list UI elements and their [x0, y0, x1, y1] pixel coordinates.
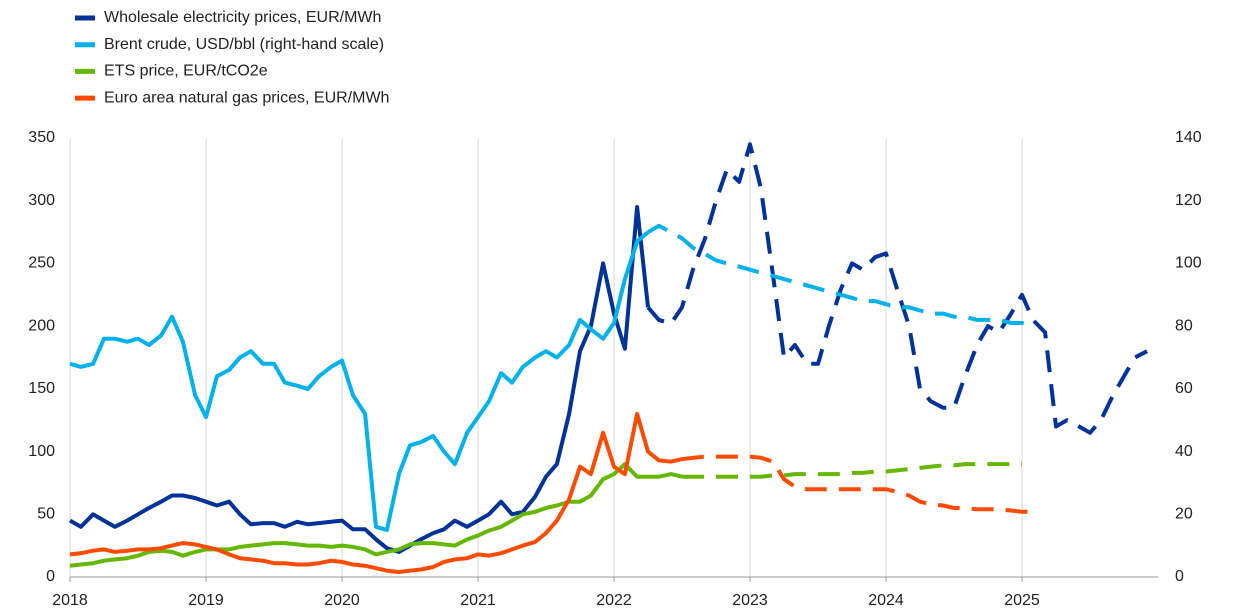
series-line [69, 411, 683, 574]
legend-label: Wholesale electricity prices, EUR/MWh [104, 9, 381, 26]
legend-label: Brent crude, USD/bbl (right-hand scale) [104, 36, 384, 53]
series-line-dashed [646, 142, 1149, 435]
x-tick-label: 2021 [460, 592, 496, 609]
y-tick-label: 200 [28, 317, 55, 334]
series-line [69, 205, 650, 554]
y2-tick-label: 100 [1175, 255, 1202, 272]
x-tick-label: 2025 [1004, 592, 1040, 609]
x-tick-label: 2024 [868, 592, 904, 609]
y-tick-label: 50 [37, 506, 55, 523]
x-tick-label: 2020 [324, 592, 360, 609]
y2-tick-label: 40 [1175, 443, 1193, 460]
y-tick-label: 300 [28, 192, 55, 209]
y2-tick-label: 120 [1175, 192, 1202, 209]
y2-tick-label: 0 [1175, 568, 1184, 585]
y-tick-label: 250 [28, 255, 55, 272]
y-tick-label: 0 [46, 568, 55, 585]
y-tick-label: 150 [28, 380, 55, 397]
x-tick-label: 2023 [732, 592, 768, 609]
x-tick-label: 2019 [188, 592, 224, 609]
y2-tick-label: 140 [1175, 129, 1202, 146]
legend-label: Euro area natural gas prices, EUR/MWh [104, 89, 389, 106]
x-tick-label: 2018 [52, 592, 88, 609]
y2-tick-label: 60 [1175, 380, 1193, 397]
series-line-dashed [646, 223, 1034, 329]
y-tick-label: 350 [28, 129, 55, 146]
y-tick-label: 100 [28, 443, 55, 460]
y2-tick-label: 80 [1175, 317, 1193, 334]
series-line [69, 230, 650, 532]
y2-tick-label: 20 [1175, 506, 1193, 523]
x-tick-label: 2022 [596, 592, 632, 609]
series-line-dashed [681, 454, 1033, 514]
legend-label: ETS price, EUR/tCO2e [104, 63, 268, 80]
series-line-dashed [682, 462, 1022, 479]
series-line [69, 462, 683, 568]
